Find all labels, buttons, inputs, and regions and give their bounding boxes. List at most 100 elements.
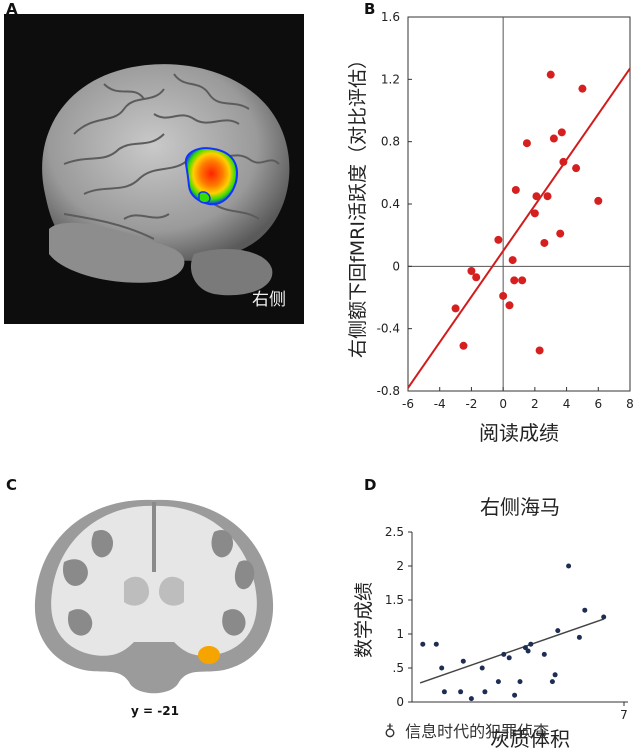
chart-d-ytick-label: .5 [393, 661, 404, 675]
chart-d-point [541, 651, 547, 657]
chart-b-point [499, 291, 508, 300]
coronal-slice-image [24, 492, 284, 707]
temporal-lobe-shape [49, 222, 185, 283]
chart-b-xtick-label: -2 [465, 397, 477, 411]
chart-d-ylabel: 数学成绩 [353, 582, 375, 658]
chart-b-xtick-label: -6 [402, 397, 414, 411]
chart-b-point [557, 128, 566, 137]
chart-b-point [559, 157, 568, 166]
chart-b-xtick-label: 6 [594, 397, 602, 411]
gyri-lines [63, 73, 280, 240]
chart-b-zero-lines [408, 17, 630, 391]
chart-b-points [451, 70, 603, 355]
chart-b-xtick-label: -4 [434, 397, 446, 411]
chart-b-point [511, 185, 520, 194]
cerebellum-shape [190, 249, 273, 296]
chart-b-point [510, 276, 519, 285]
chart-d-point [479, 665, 485, 671]
chart-d-point [552, 672, 558, 678]
chart-d-trendline-group [419, 618, 604, 684]
chart-b-xtick-label: 4 [563, 397, 571, 411]
chart-d-ytick-label: 1 [396, 627, 404, 641]
hippocampus-activation [198, 646, 220, 664]
slice-coordinate-caption: y = -21 [131, 704, 179, 718]
chart-d-ytick-label: 2 [396, 559, 404, 573]
chart-d-point [458, 689, 464, 695]
chart-d-point [576, 634, 582, 640]
chart-d-point [566, 563, 572, 569]
chart-b-ytick-label: 1.2 [381, 72, 400, 86]
chart-b-point [549, 134, 558, 143]
hemisphere-label: 右侧 [252, 290, 286, 310]
brain-surface-image: 右侧 [4, 14, 304, 324]
chart-d-point [482, 689, 488, 695]
chart-d-point [512, 692, 518, 698]
chart-d-point [420, 641, 426, 647]
chart-b-ticks: -6 -4 -2 0 2 4 6 8 -0.8 -0.4 0 0.4 0.8 1.2 1.6 [377, 10, 634, 411]
watermark: ♁ 信息时代的犯罪侦查 [380, 718, 549, 742]
chart-b-ytick-label: -0.4 [377, 322, 400, 336]
chart-d: 右侧海马 0 .5 1 1.5 2 2.5 7 灰质体积 数学成绩 [353, 495, 628, 750]
chart-b-point [518, 276, 527, 285]
activation-blob [184, 147, 238, 206]
chart-b-ytick-label: 0.4 [381, 197, 400, 211]
chart-d-point [555, 628, 561, 634]
watermark-text: 信息时代的犯罪侦查 [405, 722, 550, 741]
chart-d-point [441, 689, 447, 695]
chart-b-point [578, 84, 587, 93]
brain-surface-drawing [42, 64, 290, 296]
chart-b-point [556, 229, 565, 238]
chart-b-trendline-group [407, 67, 631, 389]
chart-d-point [601, 614, 607, 620]
chart-d-point [506, 655, 512, 661]
chart-d-point [501, 651, 507, 657]
chart-b-point [543, 192, 552, 201]
chart-b-ytick-label: 0.8 [381, 135, 400, 149]
chart-d-point [495, 679, 501, 685]
chart-b-point [540, 238, 549, 247]
panel-d-label: D [364, 476, 377, 494]
chart-d-ytick-label: 2.5 [385, 525, 404, 539]
wechat-icon: ♁ [384, 722, 396, 741]
chart-b-point [594, 196, 603, 205]
chart-b-point [467, 267, 476, 276]
chart-b-xtick-label: 8 [626, 397, 634, 411]
panel-a-label: A [6, 0, 18, 18]
gray-matter-folds [63, 502, 255, 636]
chart-d-point [433, 641, 439, 647]
panel-c-label: C [6, 476, 18, 494]
chart-d-point [582, 607, 588, 613]
panel-b-label: B [364, 0, 376, 18]
coronal-slice-drawing [34, 499, 274, 694]
chart-b-ylabel: 右侧额下回fMRI活跃度（对比评估） [347, 50, 369, 358]
chart-b-point [530, 209, 539, 218]
chart-b-ytick-label: -0.8 [377, 384, 400, 398]
chart-d-point [528, 641, 534, 647]
chart-b-point [459, 341, 468, 350]
chart-b-point [546, 70, 555, 79]
chart-d-title: 右侧海马 [480, 495, 560, 519]
cerebrum-shape [42, 64, 290, 268]
chart-d-ytick-label: 0 [396, 695, 404, 709]
chart-b-ytick-label: 0 [392, 259, 400, 273]
chart-b-point [508, 256, 517, 265]
chart-b-trendline [407, 67, 631, 389]
chart-d-point [439, 665, 445, 671]
chart-d-point [522, 645, 528, 651]
chart-d-point [549, 679, 555, 685]
chart-b-xtick-label: 0 [499, 397, 507, 411]
chart-d-ytick-label: 1.5 [385, 593, 404, 607]
chart-b-point [472, 273, 481, 282]
chart-b-point [572, 164, 581, 173]
chart-b: -6 -4 -2 0 2 4 6 8 -0.8 -0.4 0 0.4 0.8 1.2 1.6 阅读成绩 右侧… [347, 10, 634, 445]
chart-b-point [505, 301, 514, 310]
chart-d-xtick-label: 7 [620, 708, 628, 722]
chart-d-point [460, 658, 466, 664]
chart-b-xlabel: 阅读成绩 [479, 421, 559, 445]
chart-b-point [535, 346, 544, 355]
chart-d-xlabel: 灰质体积 [490, 727, 570, 750]
chart-d-point [517, 679, 523, 685]
chart-d-point [525, 648, 531, 654]
chart-d-trendline [419, 618, 604, 684]
chart-d-ticks: 0 .5 1 1.5 2 2.5 7 [385, 525, 628, 722]
